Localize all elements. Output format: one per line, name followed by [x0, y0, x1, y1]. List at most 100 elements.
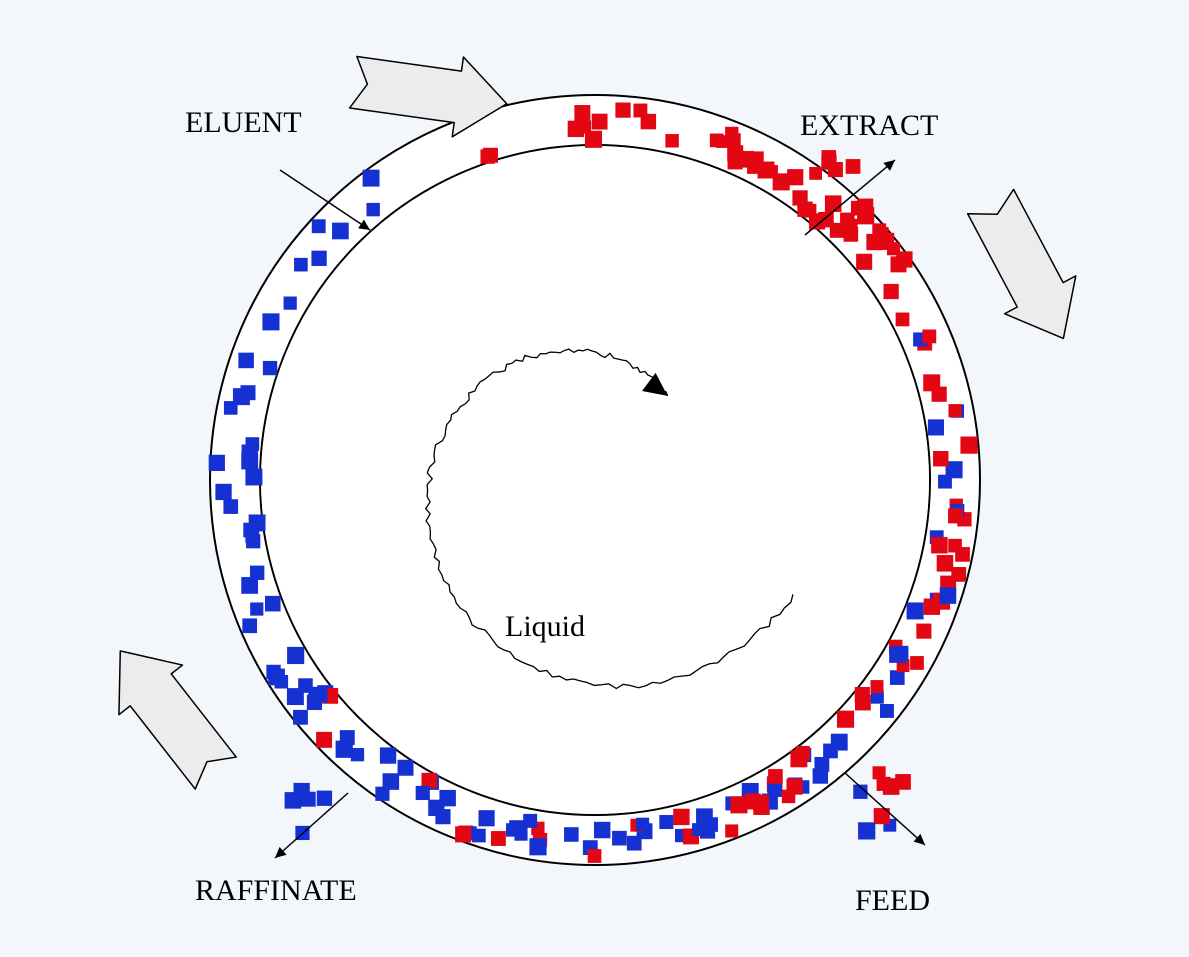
particle: [948, 404, 961, 417]
particle: [366, 203, 379, 216]
particle: [592, 114, 608, 130]
particle-outside: [857, 199, 873, 215]
particle: [265, 596, 281, 612]
particle: [480, 149, 494, 163]
particle: [840, 213, 854, 227]
particle: [263, 361, 277, 375]
particle: [312, 219, 326, 233]
particle: [884, 284, 899, 299]
particle: [332, 223, 349, 240]
particle: [245, 468, 262, 485]
particle: [907, 602, 924, 619]
particle: [588, 849, 602, 863]
feed-label: FEED: [855, 884, 930, 917]
eluent-label: ELUENT: [185, 106, 302, 139]
particle: [910, 656, 924, 670]
particle: [223, 499, 238, 514]
particle: [585, 131, 602, 148]
particle: [455, 826, 471, 842]
particle: [875, 227, 889, 241]
particle: [745, 794, 761, 810]
particle: [692, 823, 705, 836]
particle: [940, 587, 957, 604]
particle: [380, 747, 396, 763]
particle: [889, 646, 906, 663]
particle: [896, 313, 910, 327]
particle: [871, 680, 884, 693]
particle-outside: [873, 766, 886, 779]
particle: [250, 566, 264, 580]
extract-label: EXTRACT: [800, 109, 938, 142]
particle: [287, 647, 304, 664]
particle: [837, 711, 854, 728]
particle: [293, 710, 308, 725]
raffinate-label: RAFFINATE: [195, 874, 357, 907]
particle: [439, 790, 455, 806]
particle: [928, 419, 944, 435]
particle: [383, 773, 400, 790]
particle: [932, 387, 947, 402]
particle: [284, 296, 297, 309]
particle: [673, 809, 689, 825]
particle: [659, 815, 673, 829]
particle-outside: [317, 791, 332, 806]
particle: [612, 831, 627, 846]
particle: [787, 169, 803, 185]
particle: [931, 537, 948, 554]
particle: [922, 329, 936, 343]
inner-disk: [261, 146, 929, 814]
particle: [243, 523, 258, 538]
particle: [250, 602, 263, 615]
particle: [938, 475, 952, 489]
particle: [792, 190, 807, 205]
particle-outside: [809, 167, 822, 180]
liquid-label: Liquid: [505, 610, 585, 643]
particle: [491, 831, 506, 846]
particle: [523, 814, 537, 828]
particle: [933, 451, 948, 466]
particle: [262, 313, 279, 330]
particle: [294, 258, 308, 272]
particle: [880, 704, 894, 718]
particle: [564, 827, 579, 842]
particle: [790, 750, 807, 767]
particle: [725, 824, 738, 837]
particle: [948, 539, 962, 553]
particle: [665, 134, 678, 147]
particle: [633, 104, 647, 118]
particle: [529, 838, 546, 855]
particle: [627, 836, 642, 851]
particle: [696, 808, 713, 825]
particle: [615, 102, 630, 117]
particle: [351, 748, 364, 761]
particle-outside: [883, 778, 900, 795]
particle: [948, 508, 963, 523]
particle: [636, 818, 649, 831]
particle: [509, 820, 524, 835]
particle: [298, 678, 313, 693]
particle: [316, 732, 332, 748]
particle-outside: [822, 150, 837, 165]
particle: [831, 734, 848, 751]
particle: [363, 170, 380, 187]
particle: [855, 687, 870, 702]
particle: [786, 779, 802, 795]
diagram-canvas: ELUENT EXTRACT RAFFINATE FEED Liquid: [0, 0, 1189, 957]
particle: [238, 353, 254, 369]
particle: [568, 121, 584, 137]
particle: [727, 145, 743, 161]
particle: [416, 786, 430, 800]
particle: [574, 105, 590, 121]
particle: [803, 204, 817, 218]
particle: [233, 388, 250, 405]
particle-outside: [846, 159, 861, 174]
particle: [242, 618, 257, 633]
particle: [594, 822, 610, 838]
particle: [818, 212, 833, 227]
particle: [814, 757, 829, 772]
particle: [890, 670, 905, 685]
particle: [768, 769, 783, 784]
particle: [242, 445, 258, 461]
particle: [435, 809, 450, 824]
particle: [725, 127, 738, 140]
